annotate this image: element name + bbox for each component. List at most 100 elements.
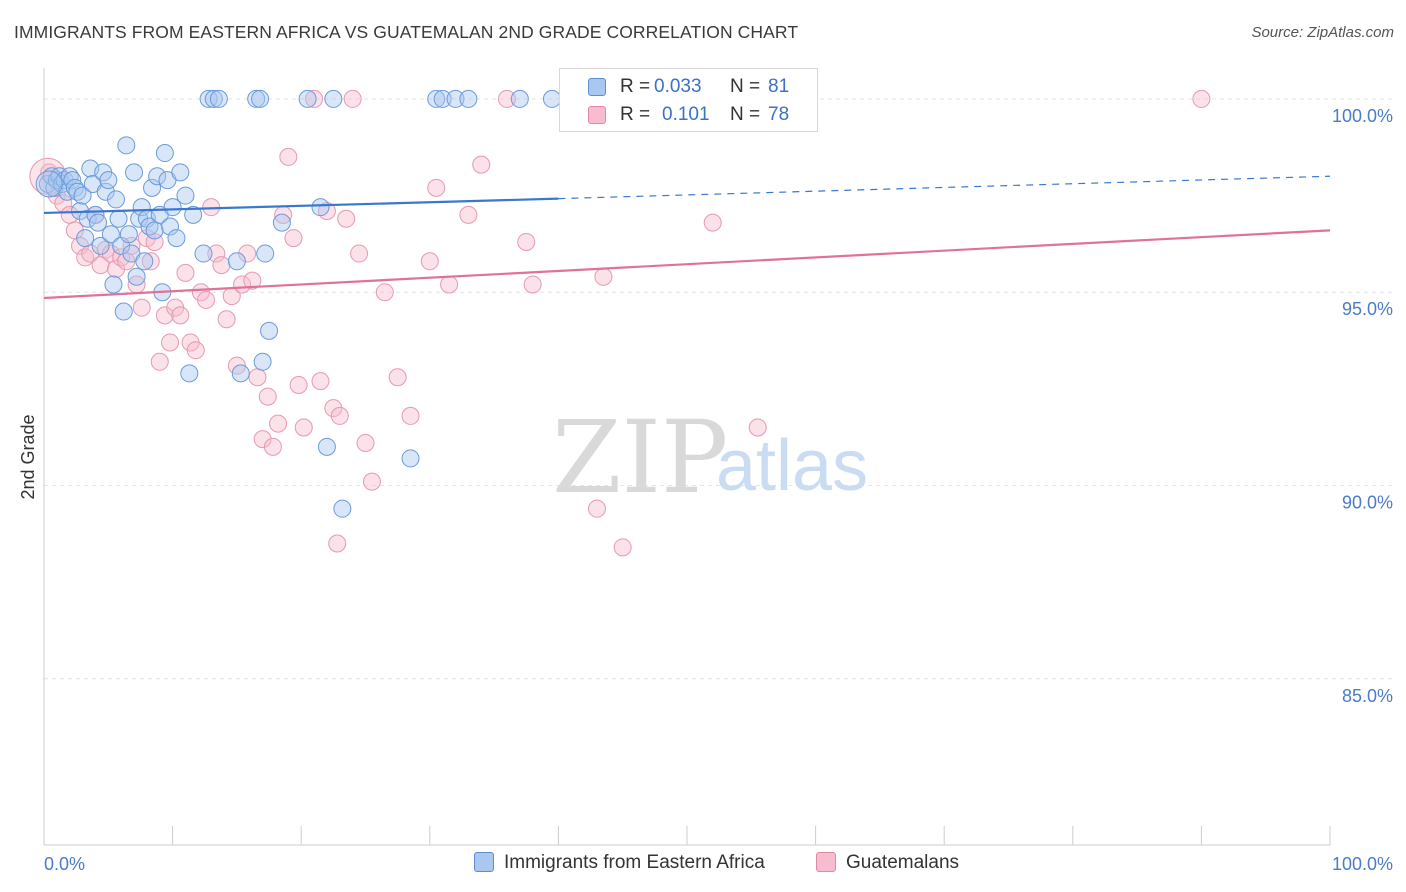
stats-legend: R = 0.033 N = 81 R = 0.101 N = 78 [559, 68, 818, 132]
guatemalans-point [269, 414, 288, 433]
guatemalans-point [350, 244, 369, 263]
eastern-africa-point [433, 89, 452, 108]
guatemalans-points [29, 89, 1211, 557]
legend-r-label: R = [620, 104, 651, 125]
guatemalans-point [150, 352, 169, 371]
x-tick-marks [43, 826, 1331, 845]
y-tick-label: 90.0% [1342, 492, 1393, 512]
guatemalans-point [497, 89, 516, 108]
guatemalans-point [186, 341, 205, 360]
eastern-africa-point [510, 89, 529, 108]
eastern-africa-point [324, 89, 343, 108]
eastern-africa-point [135, 252, 154, 271]
legend-row-eastern-africa: R = 0.033 N = 81 [560, 74, 817, 100]
guatemalans-point [523, 275, 542, 294]
legend-n-value: 81 [768, 76, 790, 97]
eastern-africa-point [99, 171, 118, 190]
eastern-africa-point [91, 236, 110, 255]
guatemalans-point [258, 387, 277, 406]
guatemalans-point [401, 406, 420, 425]
source-label: Source: ZipAtlas.com [1251, 24, 1394, 41]
legend-n-label: N = [730, 104, 761, 125]
guatemalans-point [440, 275, 459, 294]
eastern-africa-point [199, 89, 218, 108]
eastern-africa-point [89, 213, 108, 232]
guatemalans-point [375, 283, 394, 302]
eastern-africa-point [119, 225, 138, 244]
eastern-africa-point [125, 163, 144, 182]
guatemalans-point [161, 333, 180, 352]
guatemalans-point [594, 267, 613, 286]
guatemalans-point [132, 298, 151, 317]
eastern-africa-point [148, 167, 167, 186]
trend-lines [43, 175, 1331, 300]
y-tick-label: 85.0% [1342, 686, 1393, 706]
guatemalans-point [748, 418, 767, 437]
eastern-africa-point [127, 267, 146, 286]
guatemalans-point [122, 236, 141, 255]
guatemalans-point [263, 437, 282, 456]
eastern-africa-point [272, 213, 291, 232]
eastern-africa-point [247, 89, 266, 108]
guatemalans-point [212, 256, 231, 275]
y-tick-labels: 100.0% 95.0% 90.0% 85.0% [1332, 106, 1393, 706]
eastern-africa-point [260, 321, 279, 340]
eastern-africa-point [184, 205, 203, 224]
guatemalans-point [217, 310, 236, 329]
watermark: ZIP atlas [552, 399, 868, 516]
x-tick-label-min: 0.0% [44, 854, 85, 874]
eastern-africa-point [104, 275, 123, 294]
eastern-africa-point [446, 89, 465, 108]
guatemalans-point [155, 306, 174, 325]
eastern-africa-point [155, 144, 174, 163]
eastern-africa-point [101, 225, 120, 244]
legend-n-value: 78 [768, 104, 790, 125]
eastern-africa-point [401, 449, 420, 468]
y-tick-label: 100.0% [1332, 106, 1393, 126]
eastern-africa-point [333, 499, 352, 518]
eastern-africa-point [107, 190, 126, 209]
guatemalans-point [107, 260, 126, 279]
eastern-africa-point [427, 89, 446, 108]
legend-n-label: N = [730, 76, 761, 97]
eastern-africa-points [35, 89, 561, 518]
eastern-africa-point [143, 178, 162, 197]
guatemalans-point [294, 418, 313, 437]
eastern-africa-point [114, 302, 133, 321]
bottom-legend-guatemalans: Guatemalans [816, 852, 959, 874]
guatemalans-trend-line [43, 229, 1331, 300]
guatemalans-point [197, 290, 216, 309]
guatemalans-point [171, 306, 190, 325]
eastern-africa-point [96, 182, 115, 201]
eastern-africa-point [176, 186, 195, 205]
guatemalans-point [289, 375, 308, 394]
x-tick-label-max: 100.0% [1332, 854, 1393, 874]
guatemalans-point [311, 372, 330, 391]
eastern-africa-point [167, 229, 186, 248]
eastern-africa-trend-line [43, 197, 559, 215]
bottom-legend-swatch-blue [474, 852, 494, 872]
eastern-africa-point [180, 364, 199, 383]
guatemalans-point [328, 534, 347, 553]
eastern-africa-point [209, 89, 228, 108]
legend-swatch-pink [588, 106, 606, 124]
watermark-zip: ZIP [552, 399, 728, 516]
eastern-africa-point [256, 244, 275, 263]
guatemalans-point [420, 252, 439, 271]
guatemalans-point [517, 232, 536, 251]
watermark-atlas: atlas [716, 426, 868, 506]
guatemalans-point [243, 271, 262, 290]
eastern-africa-point [204, 89, 223, 108]
legend-swatch-blue [588, 78, 606, 96]
y-axis-label: 2nd Grade [18, 414, 38, 499]
bottom-legend-swatch-pink [816, 852, 836, 872]
guatemalans-point [613, 538, 632, 557]
bottom-legend-eastern-africa: Immigrants from Eastern Africa [474, 852, 765, 874]
eastern-africa-point [76, 229, 95, 248]
eastern-africa-point [163, 198, 182, 217]
guatemalans-point [305, 89, 324, 108]
eastern-africa-point [542, 89, 561, 108]
guatemalans-point [248, 368, 267, 387]
guatemalans-point [587, 499, 606, 518]
guatemalans-point [279, 147, 298, 166]
